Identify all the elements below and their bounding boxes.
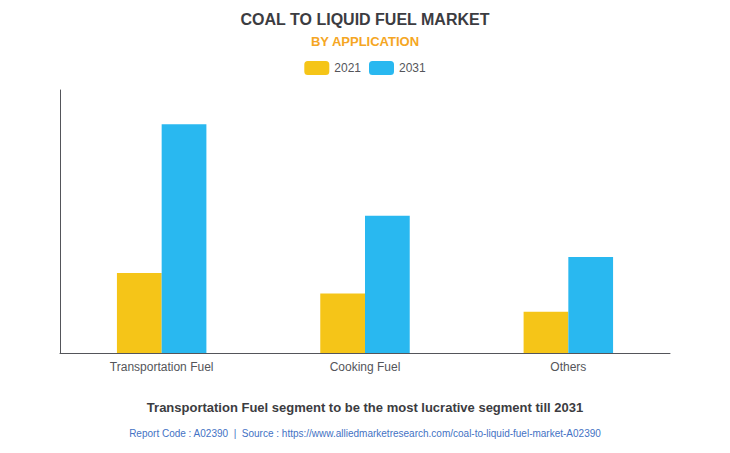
svg-text:Report Code : A02390 | Sourc: Report Code : A02390 | Source : https://… — [129, 428, 601, 439]
svg-text:Cooking Fuel: Cooking Fuel — [330, 360, 401, 374]
svg-text:Transportation Fuel segment to: Transportation Fuel segment to be the mo… — [147, 400, 583, 415]
svg-text:COAL TO LIQUID FUEL MARKET: COAL TO LIQUID FUEL MARKET — [241, 11, 490, 28]
svg-text:Transportation Fuel: Transportation Fuel — [110, 360, 214, 374]
svg-text:2031: 2031 — [399, 61, 426, 75]
svg-text:Others: Others — [550, 360, 586, 374]
svg-text:BY APPLICATION: BY APPLICATION — [311, 34, 419, 49]
svg-text:2021: 2021 — [334, 61, 361, 75]
